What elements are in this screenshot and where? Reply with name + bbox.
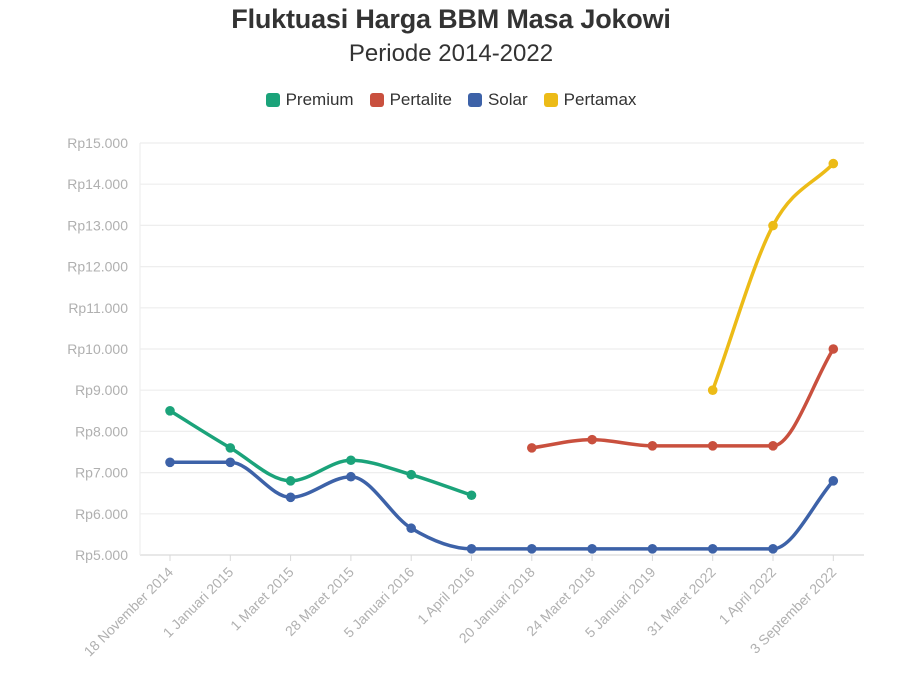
data-point-solar [406,523,417,534]
data-point-pertalite [587,434,597,445]
data-point-pertalite [707,441,718,451]
y-tick-label: Rp6.000 [75,506,128,522]
data-point-pertalite [828,344,839,354]
legend-item[interactable]: Pertamax [543,90,637,110]
legend-item[interactable]: Premium [265,90,354,110]
legend-label: Pertalite [389,90,452,109]
legend-swatch [369,93,384,107]
data-point-premium [165,406,175,416]
data-point-solar [768,544,778,554]
data-point-premium [406,469,417,480]
data-point-solar [466,544,477,554]
data-point-pertamax [707,385,718,396]
data-point-solar [285,492,296,503]
legend-item[interactable]: Pertalite [369,90,452,110]
data-point-pertamax [768,220,778,231]
y-tick-label: Rp14.000 [67,176,128,192]
data-point-solar [828,476,839,486]
chart-title: Fluktuasi Harga BBM Masa Jokowi [231,4,671,34]
series-line-premium [168,409,474,498]
legend: Premium Pertalite Solar Pertamax [0,90,902,110]
data-point-pertalite [527,443,537,453]
legend-label: Pertamax [563,90,637,109]
legend-label: Premium [285,90,354,109]
chart-subtitle: Periode 2014-2022 [348,40,554,67]
x-tick-label: 18 November 2014 [81,564,177,660]
data-point-solar [647,544,658,554]
y-tick-label: Rp10.000 [67,341,128,357]
data-point-premium [466,490,477,501]
x-tick-label: 1 April 2016 [414,564,478,628]
y-tick-label: Rp5.000 [75,547,128,563]
legend-swatch [265,93,280,107]
y-tick-label: Rp8.000 [75,423,128,439]
data-point-solar [165,457,175,468]
data-point-solar [346,471,356,482]
data-point-solar [527,544,537,554]
legend-swatch [543,93,558,107]
x-tick-label: 1 April 2022 [716,564,780,628]
y-tick-label: Rp12.000 [67,259,128,275]
series-line-pertamax [710,161,836,392]
legend-label: Solar [487,90,528,109]
y-tick-label: Rp11.000 [68,300,128,316]
legend-swatch [467,93,482,107]
data-point-pertamax [828,158,839,169]
data-point-premium [285,476,296,486]
data-point-solar [707,544,718,554]
data-point-premium [346,455,356,466]
series-line-pertalite [530,347,836,450]
data-point-solar [587,544,597,554]
y-tick-label: Rp15.000 [67,135,128,151]
data-point-premium [225,443,236,453]
y-tick-label: Rp13.000 [67,217,128,233]
data-point-pertalite [647,441,658,451]
data-point-pertalite [768,441,778,451]
data-point-solar [225,457,236,468]
legend-item[interactable]: Solar [467,90,528,110]
y-tick-label: Rp9.000 [75,382,128,398]
y-tick-label: Rp7.000 [75,465,128,481]
